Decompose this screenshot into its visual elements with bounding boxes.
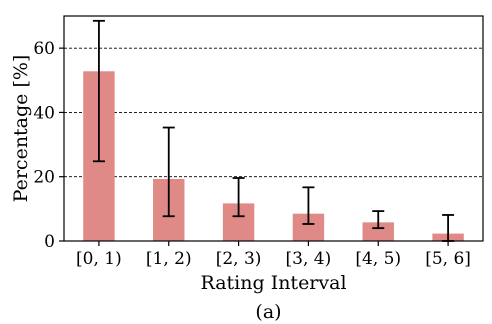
x-tick-label: [3, 4) <box>286 249 332 269</box>
y-tick-label: 60 <box>33 39 55 59</box>
x-tick-label: [1, 2) <box>146 249 192 269</box>
y-tick-label: 0 <box>44 232 55 252</box>
x-tick-label: [4, 5) <box>355 249 401 269</box>
figure-caption: (a) <box>255 301 281 323</box>
plot-frame <box>63 15 484 242</box>
y-axis-label: Percentage [%] <box>10 55 32 203</box>
x-axis-ticks: [0, 1) [1, 2) [2, 3) [3, 4) [4, 5) [5, 6] <box>76 241 471 269</box>
x-tick-label: [5, 6] <box>425 249 471 269</box>
x-tick-label: [2, 3) <box>216 249 262 269</box>
y-tick-label: 20 <box>33 168 55 188</box>
y-tick-label: 40 <box>33 103 55 123</box>
x-axis-label: Rating Interval <box>200 272 346 294</box>
bar <box>362 222 394 241</box>
x-tick-label: [0, 1) <box>76 249 122 269</box>
bars-group <box>83 71 464 242</box>
grid-lines <box>64 47 483 178</box>
errorbars-group <box>92 19 455 242</box>
y-axis-ticks: 0 20 40 60 <box>33 39 64 252</box>
